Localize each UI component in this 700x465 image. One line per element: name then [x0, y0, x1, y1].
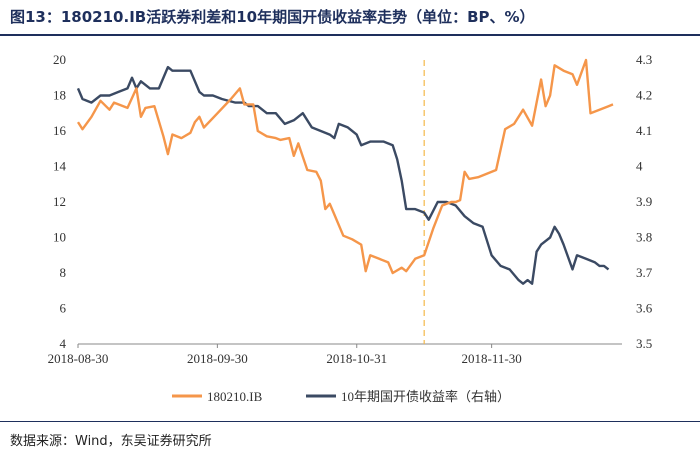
left-tick-label: 16 — [53, 123, 67, 138]
left-tick-label: 4 — [60, 336, 67, 351]
series-layer — [76, 58, 614, 285]
series-line-180210 — [76, 58, 614, 275]
x-tick-label: 2018-08-30 — [48, 351, 109, 366]
legend-label-180210: 180210.IB — [207, 389, 263, 404]
left-tick-label: 12 — [53, 194, 66, 209]
title-divider — [0, 34, 700, 36]
chart-title: 图13：180210.IB活跃券利差和10年期国开债收益率走势（单位：BP、%） — [10, 8, 535, 26]
source-note: 数据来源：Wind，东吴证券研究所 — [10, 434, 212, 449]
axes-layer: 4 6 8 10 12 14 16 18 20 3.5 3.6 3.7 3.8 3.9 4 4.1 4.2 4.3… — [48, 52, 653, 366]
right-tick-label: 4 — [636, 159, 643, 174]
right-tick-label: 3.6 — [636, 301, 653, 316]
right-tick-label: 4.2 — [636, 88, 652, 103]
right-tick-label: 3.7 — [636, 265, 653, 280]
right-tick-label: 3.8 — [636, 230, 652, 245]
left-tick-label: 10 — [53, 230, 66, 245]
footer-divider — [0, 421, 700, 422]
x-tick-label: 2018-09-30 — [187, 351, 248, 366]
chart-canvas: 4 6 8 10 12 14 16 18 20 3.5 3.6 3.7 3.8 3.9 4 4.1 4.2 4.3… — [48, 52, 653, 404]
left-tick-label: 6 — [60, 301, 67, 316]
series-line-yield — [76, 65, 610, 285]
right-tick-label: 4.3 — [636, 52, 652, 67]
left-tick-label: 14 — [53, 159, 67, 174]
legend: 180210.IB 10年期国开债收益率（右轴） — [172, 389, 510, 404]
left-tick-label: 20 — [53, 52, 66, 67]
x-tick-label: 2018-10-31 — [326, 351, 387, 366]
legend-label-yield: 10年期国开债收益率（右轴） — [341, 389, 510, 404]
right-tick-label: 3.9 — [636, 194, 652, 209]
left-tick-label: 8 — [60, 265, 67, 280]
x-tick-label: 2018-11-30 — [462, 351, 522, 366]
right-tick-label: 3.5 — [636, 336, 652, 351]
right-tick-label: 4.1 — [636, 123, 652, 138]
left-tick-label: 18 — [53, 88, 66, 103]
